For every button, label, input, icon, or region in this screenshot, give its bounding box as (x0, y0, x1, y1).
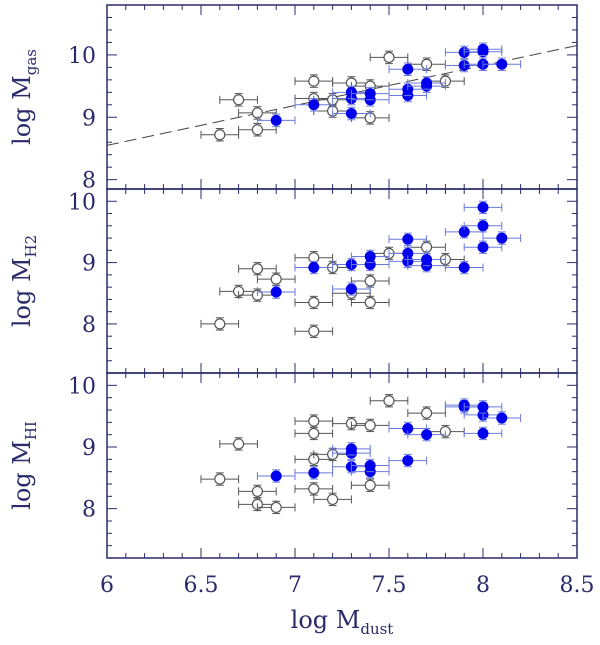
data-point-open (383, 395, 395, 407)
data-point-filled (477, 43, 489, 55)
data-point-filled (345, 108, 357, 120)
x-axis-label: log Mdust (291, 606, 394, 638)
data-point-filled (308, 99, 320, 111)
x-tick-label: 8 (476, 573, 490, 598)
data-point-filled (496, 232, 508, 244)
x-tick-label: 8.5 (560, 573, 595, 598)
y-axis-label-sub: HI (22, 421, 40, 440)
data-point-filled (402, 455, 414, 467)
x-axis-label-sub: dust (360, 620, 393, 638)
data-point-filled (402, 63, 414, 75)
data-point-open (364, 296, 376, 309)
y-tick-label: 8 (82, 169, 96, 194)
data-point-open (308, 483, 320, 495)
data-point-open (233, 94, 245, 106)
data-point-filled (270, 470, 282, 482)
panel-hi: 8 9 10 log MHI (8, 372, 578, 559)
data-point-filled (496, 58, 508, 70)
x-tick-label: 6 (100, 573, 114, 598)
data-point-filled (364, 88, 376, 100)
data-point-filled (458, 262, 470, 274)
data-point-open (364, 479, 376, 491)
data-point-filled (421, 429, 433, 441)
data-point-open (251, 124, 263, 136)
data-point-filled (421, 77, 433, 89)
data-point-open (421, 407, 433, 419)
data-point-open (308, 75, 320, 87)
x-tick-label: 7.5 (372, 573, 407, 598)
y-tick-label: 9 (82, 436, 96, 461)
x-tick-label: 6.5 (184, 573, 219, 598)
data-point-filled (364, 460, 376, 471)
x-axis: 6 6.5 7 7.5 8 8.5 log Mdust (100, 573, 595, 638)
data-point-open (270, 273, 282, 285)
data-point-filled (270, 114, 282, 126)
data-point-filled (364, 250, 376, 262)
data-point-filled (421, 254, 433, 266)
y-tick-label: 9 (82, 106, 96, 131)
data-point-filled (477, 201, 489, 213)
data-point-filled (477, 220, 489, 232)
y-axis-label-main: log M (8, 440, 36, 510)
y-axis-label: log MHI (8, 421, 40, 510)
data-point-open (251, 485, 263, 497)
data-point-filled (496, 412, 508, 424)
panel-plot-area (107, 42, 577, 146)
y-axis-label: log MH2 (8, 235, 40, 327)
y-tick-label: 8 (82, 313, 96, 338)
y-axis-label-sub: gas (22, 49, 40, 75)
y-axis-label: log Mgas (8, 49, 40, 145)
data-point-open (308, 427, 320, 440)
panel-frame (106, 188, 578, 374)
data-point-open (308, 415, 320, 427)
data-point-open (214, 129, 226, 141)
data-point-open (251, 263, 263, 275)
data-point-open (270, 501, 282, 514)
data-point-filled (477, 401, 489, 413)
panel-plot-area (200, 394, 522, 515)
data-point-filled (345, 283, 357, 295)
panel-frame (106, 372, 578, 559)
x-tick-label: 7 (288, 573, 302, 598)
data-point-open (214, 473, 226, 485)
data-point-open (383, 51, 395, 63)
data-point-open (214, 318, 226, 330)
data-point-filled (477, 241, 489, 253)
panel-h2: 8 9 10 log MH2 (8, 188, 578, 374)
data-point-filled (308, 467, 320, 479)
y-tick-label: 10 (68, 190, 96, 215)
data-point-filled (477, 427, 489, 439)
data-point-filled (345, 443, 357, 455)
panel-gas: 8 9 10 log Mgas (8, 4, 578, 194)
data-point-filled (402, 233, 414, 245)
data-point-open (233, 438, 245, 450)
data-point-open (308, 325, 320, 337)
x-axis-label-main: log M (291, 606, 361, 634)
data-point-filled (308, 262, 320, 274)
panel-plot-area (200, 200, 522, 338)
data-point-filled (270, 286, 282, 298)
y-tick-label: 9 (82, 252, 96, 277)
fit-line (107, 45, 577, 146)
y-axis-label-sub: H2 (22, 235, 40, 258)
y-axis-label-main: log M (8, 257, 36, 327)
data-point-open (327, 493, 339, 506)
y-tick-label: 8 (82, 498, 96, 523)
data-point-open (308, 296, 320, 309)
data-point-open (364, 419, 376, 432)
y-axis-label-main: log M (8, 75, 36, 145)
data-point-open (364, 275, 376, 287)
panel-frame (106, 4, 578, 190)
y-tick-label: 10 (68, 44, 96, 69)
y-tick-label: 10 (68, 374, 96, 399)
error-bars (463, 42, 503, 57)
